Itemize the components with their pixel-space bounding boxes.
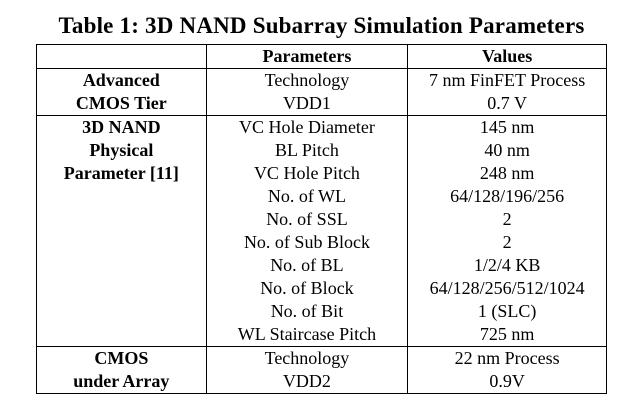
table-row: No. of Bit 1 (SLC) [37, 300, 607, 323]
value-cell: 64/128/256/512/1024 [407, 277, 607, 300]
param-cell: WL Staircase Pitch [206, 323, 409, 347]
param-cell: VC Hole Pitch [206, 162, 409, 185]
value-cell: 1 (SLC) [407, 300, 607, 323]
param-cell: Technology [206, 68, 409, 92]
value-cell: 40 nm [407, 139, 607, 162]
table-caption: Table 1: 3D NAND Subarray Simulation Par… [58, 13, 585, 38]
group-label-line: CMOS [94, 348, 149, 368]
table-row: WL Staircase Pitch 725 nm [37, 323, 607, 347]
table-row: Advanced CMOS Tier Technology 7 nm FinFE… [36, 68, 607, 116]
group-label-line: Parameter [11] [63, 163, 179, 183]
table-row: CMOS under Array Technology 22 nm Proces… [36, 346, 607, 394]
value-cell: 2 [407, 231, 607, 254]
value-cell: 1/2/4 KB [407, 254, 607, 277]
group-label-line: Advanced [82, 70, 160, 90]
param-cell: No. of SSL [206, 208, 409, 231]
header-group-cell [36, 44, 207, 69]
param-cell: No. of WL [206, 185, 409, 208]
table-row: VDD2 0.9V [37, 370, 607, 394]
table-row: No. of Block 64/128/256/512/1024 [37, 277, 607, 300]
param-cell: VDD2 [206, 370, 409, 394]
group-label-advanced-cmos-tier: Advanced CMOS Tier [36, 68, 207, 116]
table-row: No. of Sub Block 2 [37, 231, 607, 254]
value-cell: 7 nm FinFET Process [407, 68, 607, 92]
table-row: 3D NAND Physical Parameter [11] VC Hole … [36, 115, 607, 347]
table-row: No. of WL 64/128/196/256 [37, 185, 607, 208]
param-cell: No. of Sub Block [206, 231, 409, 254]
value-cell: 145 nm [407, 115, 607, 139]
value-cell: 0.7 V [407, 92, 607, 116]
group-label-line: Physical [89, 140, 154, 160]
group-label-line: CMOS Tier [75, 93, 167, 113]
group-label-line: under Array [73, 371, 170, 391]
param-cell: No. of BL [206, 254, 409, 277]
table-row: No. of SSL 2 [37, 208, 607, 231]
value-cell: 2 [407, 208, 607, 231]
table-row: VC Hole Pitch 248 nm [37, 162, 607, 185]
group-label-cmos-under-array: CMOS under Array [36, 346, 207, 394]
parameters-table: Parameters Values Advanced CMOS Tier Tec… [36, 44, 607, 394]
param-cell: Technology [206, 346, 409, 370]
header-parameters: Parameters [206, 44, 409, 69]
value-cell: 0.9V [407, 370, 607, 394]
value-cell: 725 nm [407, 323, 607, 347]
param-cell: VDD1 [206, 92, 409, 116]
param-cell: BL Pitch [206, 139, 409, 162]
param-cell: VC Hole Diameter [206, 115, 409, 139]
param-cell: No. of Bit [206, 300, 409, 323]
table-row: BL Pitch 40 nm [37, 139, 607, 162]
group-label-line: 3D NAND [82, 117, 161, 137]
group-label-3d-nand-physical: 3D NAND Physical Parameter [11] [36, 115, 207, 347]
value-cell: 248 nm [407, 162, 607, 185]
header-values: Values [407, 44, 607, 69]
value-cell: 22 nm Process [407, 346, 607, 370]
param-cell: No. of Block [206, 277, 409, 300]
value-cell: 64/128/196/256 [407, 185, 607, 208]
table-row: No. of BL 1/2/4 KB [37, 254, 607, 277]
table-row: VDD1 0.7 V [37, 92, 607, 116]
